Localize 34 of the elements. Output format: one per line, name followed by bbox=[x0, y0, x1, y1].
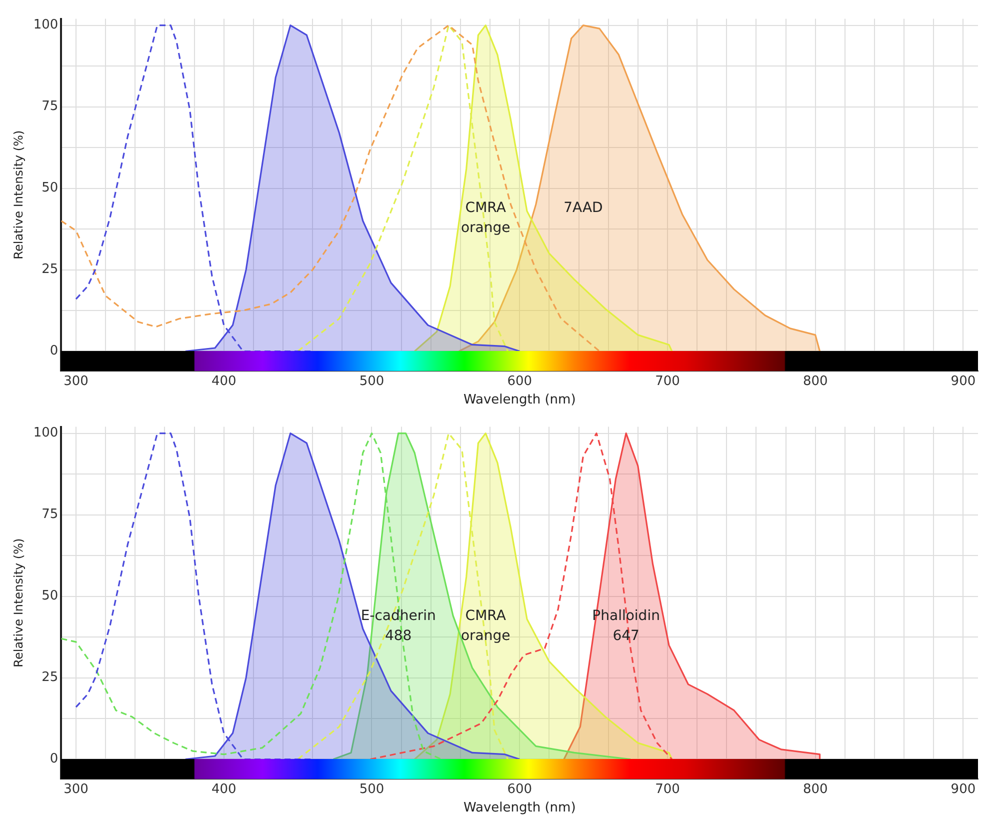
x-tick-label: 800 bbox=[802, 782, 828, 797]
x-tick-label: 400 bbox=[211, 374, 236, 389]
series-label: CMRA orange bbox=[460, 608, 510, 644]
y-tick-label: 100 bbox=[33, 18, 58, 33]
y-tick-label: 50 bbox=[42, 180, 58, 196]
x-tick-label: 800 bbox=[802, 374, 828, 389]
x-tick-label: 900 bbox=[950, 782, 976, 797]
x-tick-label: 700 bbox=[655, 374, 680, 389]
y-tick-label: 100 bbox=[33, 426, 58, 441]
series-label: E-cadherin 488 bbox=[360, 608, 436, 644]
x-tick-label: 500 bbox=[359, 782, 384, 797]
x-tick-label: 500 bbox=[359, 374, 384, 389]
y-tick-label: 25 bbox=[42, 670, 58, 686]
y-tick-label: 50 bbox=[42, 588, 58, 604]
x-tick-label: 400 bbox=[211, 782, 236, 797]
y-axis-title: Relative Intensity (%) bbox=[11, 538, 26, 668]
y-tick-label: 25 bbox=[42, 262, 58, 278]
y-tick-label: 0 bbox=[50, 344, 58, 359]
y-axis-title: Relative Intensity (%) bbox=[11, 130, 26, 260]
x-tick-label: 300 bbox=[64, 374, 88, 389]
x-tick-label: 900 bbox=[950, 374, 976, 389]
series-label: CMRA orange bbox=[460, 200, 510, 236]
x-tick-label: 700 bbox=[655, 782, 680, 797]
y-tick-label: 75 bbox=[42, 99, 58, 114]
y-tick-label: 0 bbox=[50, 752, 58, 767]
line-series bbox=[297, 24, 509, 352]
series-label: 7AAD bbox=[564, 200, 603, 216]
line-series bbox=[297, 432, 509, 760]
x-tick-label: 300 bbox=[64, 782, 88, 797]
x-tick-label: 600 bbox=[507, 374, 532, 389]
y-tick-label: 75 bbox=[42, 507, 58, 522]
x-tick-label: 600 bbox=[507, 782, 532, 797]
x-axis-title: Wavelength (nm) bbox=[463, 800, 576, 816]
x-axis-title: Wavelength (nm) bbox=[463, 392, 576, 408]
